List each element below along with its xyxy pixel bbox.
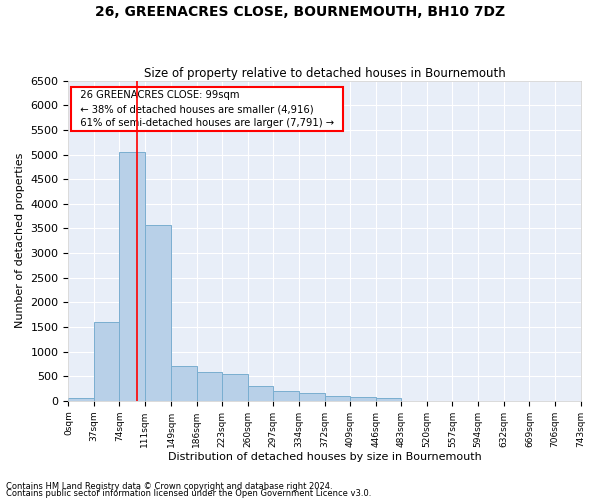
- Bar: [68, 398, 94, 401]
- Bar: [119, 152, 145, 401]
- Bar: [94, 322, 119, 401]
- Bar: [222, 374, 248, 401]
- Bar: [145, 224, 171, 401]
- Bar: [171, 366, 197, 401]
- X-axis label: Distribution of detached houses by size in Bournemouth: Distribution of detached houses by size …: [167, 452, 481, 462]
- Y-axis label: Number of detached properties: Number of detached properties: [15, 153, 25, 328]
- Bar: [197, 372, 222, 401]
- Text: Contains public sector information licensed under the Open Government Licence v3: Contains public sector information licen…: [6, 489, 371, 498]
- Text: 26 GREENACRES CLOSE: 99sqm  
  ← 38% of detached houses are smaller (4,916)  
  : 26 GREENACRES CLOSE: 99sqm ← 38% of deta…: [74, 90, 340, 128]
- Bar: [376, 398, 401, 401]
- Text: 26, GREENACRES CLOSE, BOURNEMOUTH, BH10 7DZ: 26, GREENACRES CLOSE, BOURNEMOUTH, BH10 …: [95, 5, 505, 19]
- Title: Size of property relative to detached houses in Bournemouth: Size of property relative to detached ho…: [143, 66, 505, 80]
- Bar: [273, 391, 299, 401]
- Text: Contains HM Land Registry data © Crown copyright and database right 2024.: Contains HM Land Registry data © Crown c…: [6, 482, 332, 491]
- Bar: [299, 394, 325, 401]
- Bar: [248, 386, 273, 401]
- Bar: [325, 396, 350, 401]
- Bar: [350, 397, 376, 401]
